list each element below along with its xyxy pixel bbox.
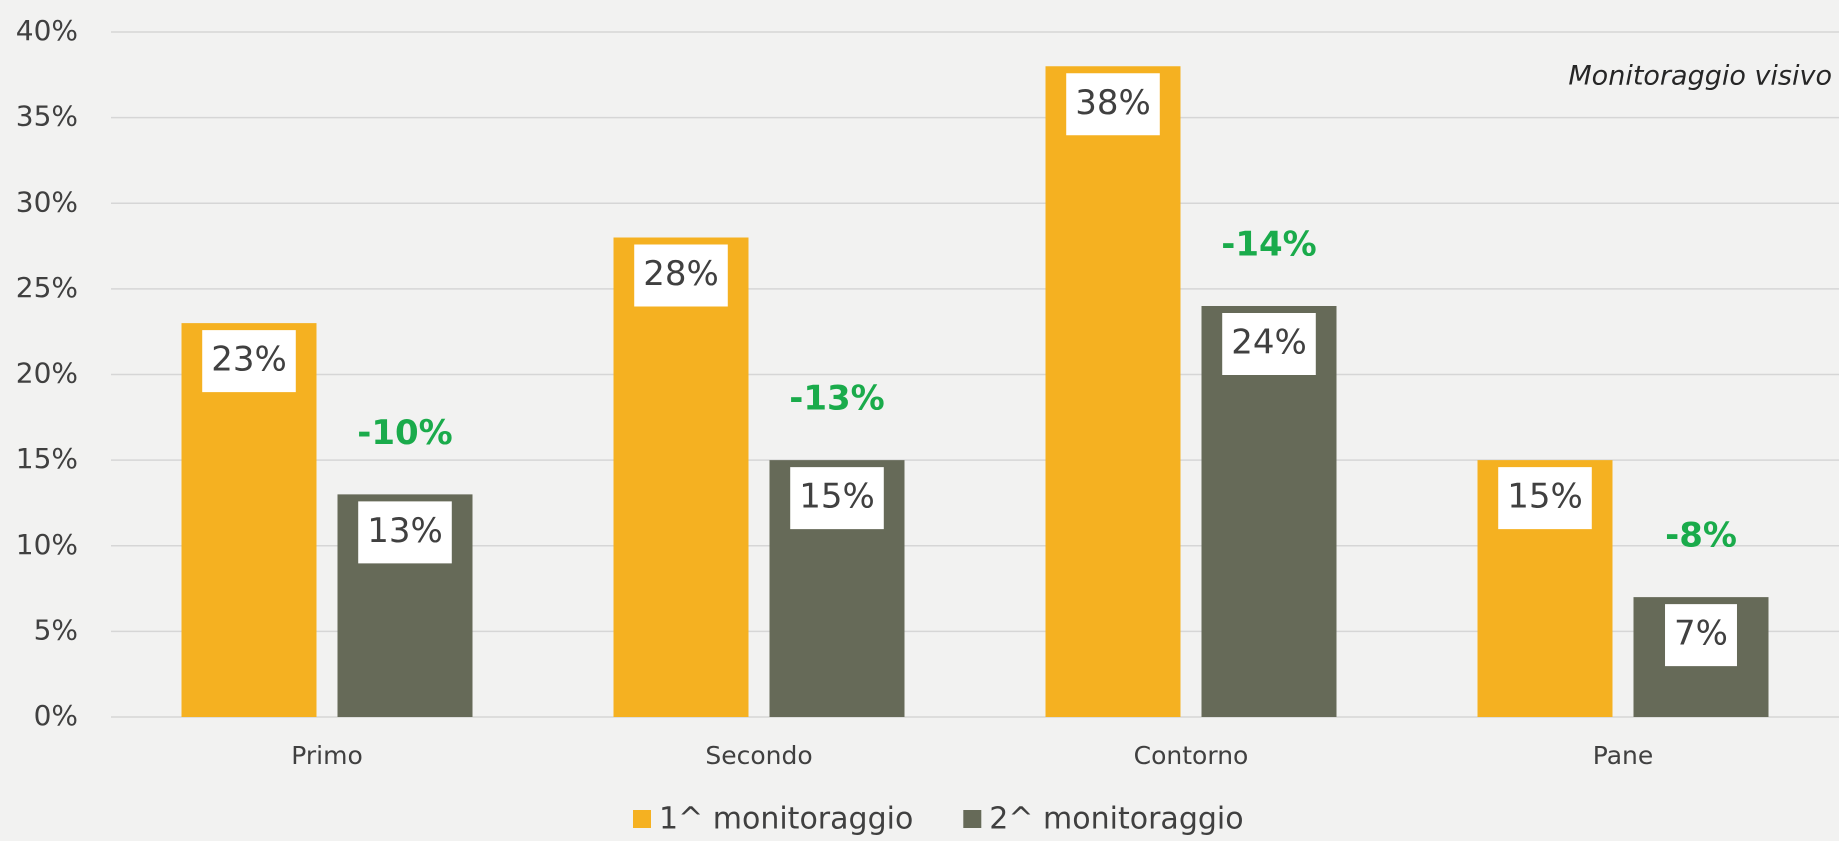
bar [613,237,749,717]
value-label: 7% [1674,614,1728,654]
legend-label: 1^ monitoraggio [659,802,913,837]
y-tick-label: 40% [16,14,78,47]
value-label-box [1222,313,1316,375]
value-label: 15% [1507,477,1583,517]
legend-label: 2^ monitoraggio [989,802,1243,837]
change-label: -13% [789,379,885,419]
value-label-box [1498,467,1592,530]
value-label-box [1066,73,1160,136]
value-label: 24% [1231,323,1307,363]
y-tick-label: 20% [16,357,78,390]
value-label-box [358,501,452,564]
y-tick-label: 15% [16,442,78,475]
annotation: Monitoraggio visivo [1568,61,1832,92]
value-label: 38% [1075,83,1151,123]
value-label: 23% [211,340,287,380]
x-tick-label: Primo [291,741,363,770]
y-tick-label: 35% [16,100,78,133]
change-label: -10% [357,413,453,453]
legend-swatch [963,810,982,828]
bar [1045,66,1181,717]
change-label: -14% [1221,225,1317,265]
legend-swatch [633,810,651,828]
change-label: -8% [1665,516,1737,556]
y-tick-label: 30% [16,185,78,218]
y-tick-label: 25% [16,271,78,304]
x-tick-label: Secondo [705,741,812,770]
y-tick-label: 10% [16,528,78,561]
value-label: 15% [799,477,875,517]
y-tick-label: 5% [34,613,78,646]
x-tick-label: Contorno [1134,741,1249,770]
value-label-box [634,244,728,307]
value-label-box [202,330,296,393]
value-label-box [790,467,884,530]
x-tick-label: Pane [1593,741,1654,770]
y-tick-label: 0% [34,699,78,732]
value-label: 13% [367,511,443,551]
value-label-box [1665,604,1737,667]
value-label: 28% [643,254,719,294]
